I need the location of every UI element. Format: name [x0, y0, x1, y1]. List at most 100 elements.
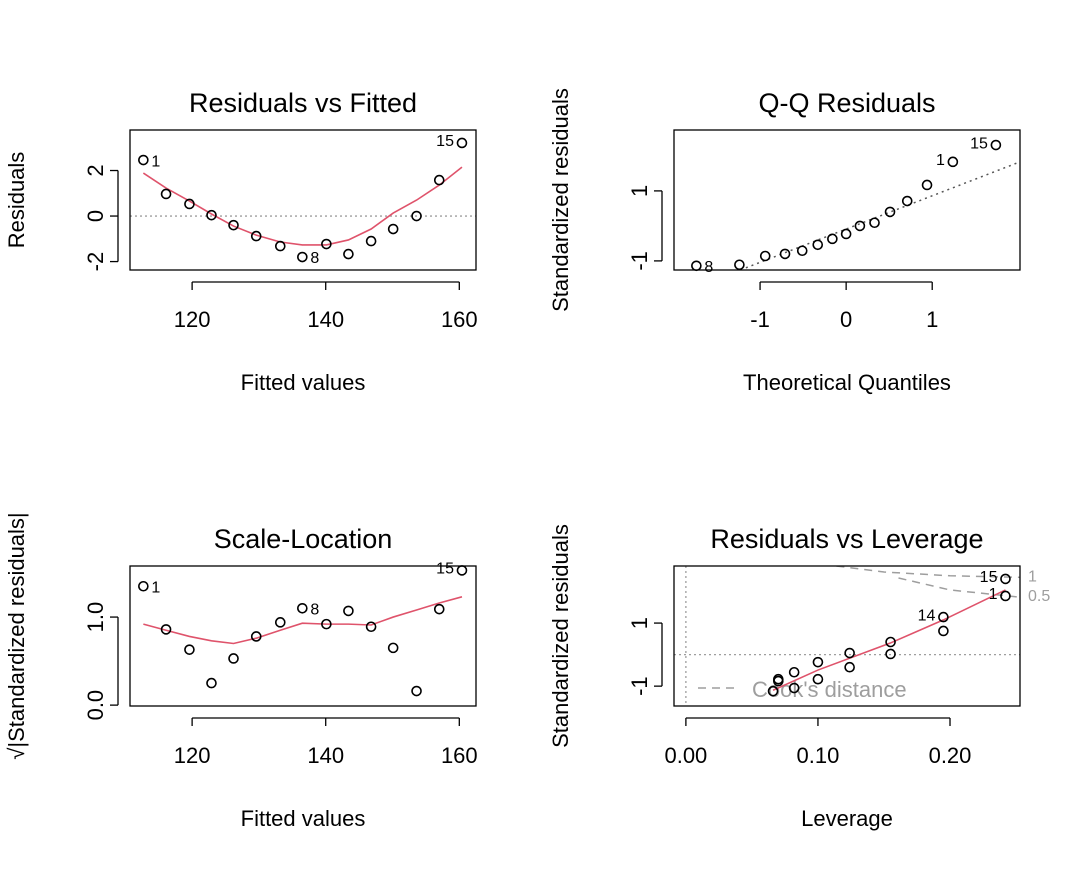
- point: [138, 154, 149, 166]
- point: [854, 220, 866, 232]
- x-axis-label: Leverage: [801, 806, 893, 831]
- y-tick-label: 0.0: [83, 690, 108, 721]
- point: [411, 210, 422, 222]
- point-label: 1: [151, 153, 160, 170]
- point: [779, 248, 791, 260]
- point: [844, 661, 855, 673]
- x-tick-label: 0.00: [664, 743, 707, 768]
- panel-title: Residuals vs Leverage: [710, 524, 983, 554]
- point: [297, 602, 308, 614]
- point: [184, 198, 195, 210]
- point: [884, 206, 896, 218]
- point: [160, 624, 172, 635]
- plot-box: [129, 129, 477, 271]
- point: [321, 238, 332, 250]
- point: [250, 631, 262, 642]
- cook-line: [898, 577, 1018, 598]
- point: [759, 250, 771, 262]
- point: [921, 179, 933, 191]
- point: [1000, 590, 1011, 602]
- point-label: 8: [310, 601, 319, 618]
- point: [788, 666, 800, 678]
- x-tick-label: 120: [174, 743, 211, 768]
- panel-title: Q-Q Residuals: [758, 88, 935, 118]
- x-axis-label: Theoretical Quantiles: [743, 370, 951, 395]
- point: [869, 217, 880, 229]
- y-tick-label: -2: [83, 252, 108, 272]
- smooth-line: [772, 589, 1006, 691]
- y-tick-label: -1: [627, 676, 652, 696]
- point-label: 8: [310, 250, 319, 267]
- y-axis-label: Standardized residuals: [548, 524, 573, 748]
- y-tick-label: 1.0: [83, 602, 108, 633]
- point: [321, 618, 332, 630]
- cook-label: 0.5: [1028, 588, 1050, 605]
- x-tick-label: 120: [174, 307, 211, 332]
- point: [206, 677, 217, 689]
- smooth-line: [142, 166, 463, 246]
- point: [411, 685, 422, 697]
- point: [812, 656, 824, 668]
- x-axis-label: Fitted values: [241, 370, 366, 395]
- point: [387, 642, 399, 654]
- point: [138, 580, 149, 592]
- point: [767, 685, 779, 697]
- x-tick-label: 0.10: [797, 743, 840, 768]
- y-tick-label: -1: [627, 251, 652, 271]
- point-label: 1: [936, 152, 945, 169]
- point: [901, 195, 913, 207]
- y-axis-label: √|Standardized residuals|: [4, 512, 29, 759]
- point: [885, 636, 896, 648]
- point: [433, 174, 445, 186]
- point: [297, 251, 308, 263]
- point: [812, 239, 824, 251]
- point: [840, 228, 852, 240]
- x-tick-label: -1: [750, 307, 770, 332]
- y-axis-label: Standardized residuals: [548, 88, 573, 312]
- y-tick-label: 0: [83, 210, 108, 222]
- x-tick-label: 160: [441, 743, 478, 768]
- point: [365, 621, 377, 633]
- point-label: 15: [980, 569, 998, 586]
- point: [990, 139, 1002, 151]
- plot-box: [673, 565, 1021, 707]
- cook-label: 1: [1028, 569, 1037, 586]
- point: [206, 209, 217, 221]
- x-tick-label: 160: [441, 307, 478, 332]
- point-label: 15: [436, 133, 454, 150]
- point: [274, 617, 286, 628]
- point: [1000, 573, 1011, 585]
- panel-title: Residuals vs Fitted: [189, 88, 417, 118]
- qq-line: [740, 161, 1020, 270]
- x-tick-label: 1: [926, 307, 938, 332]
- point: [885, 648, 896, 660]
- point: [691, 260, 702, 272]
- point: [938, 611, 949, 623]
- plot-box: [673, 129, 1021, 271]
- point: [456, 137, 468, 149]
- point-label: 14: [918, 607, 936, 624]
- point: [844, 647, 855, 659]
- point: [387, 223, 399, 235]
- point: [812, 673, 824, 685]
- point: [827, 233, 838, 245]
- point-label: 1: [151, 579, 160, 596]
- y-tick-label: 2: [83, 164, 108, 176]
- point: [160, 188, 172, 200]
- point: [947, 156, 959, 168]
- point: [938, 625, 949, 637]
- plot-box: [129, 565, 477, 707]
- point: [433, 603, 445, 615]
- point: [343, 605, 354, 617]
- x-axis-label: Fitted values: [241, 806, 366, 831]
- point: [274, 240, 286, 252]
- point: [228, 219, 239, 231]
- x-tick-label: 140: [307, 307, 344, 332]
- point: [228, 653, 239, 664]
- x-tick-label: 0.20: [929, 743, 972, 768]
- point: [250, 230, 262, 242]
- point-label: 15: [970, 135, 988, 152]
- point: [734, 259, 745, 271]
- point: [796, 245, 808, 257]
